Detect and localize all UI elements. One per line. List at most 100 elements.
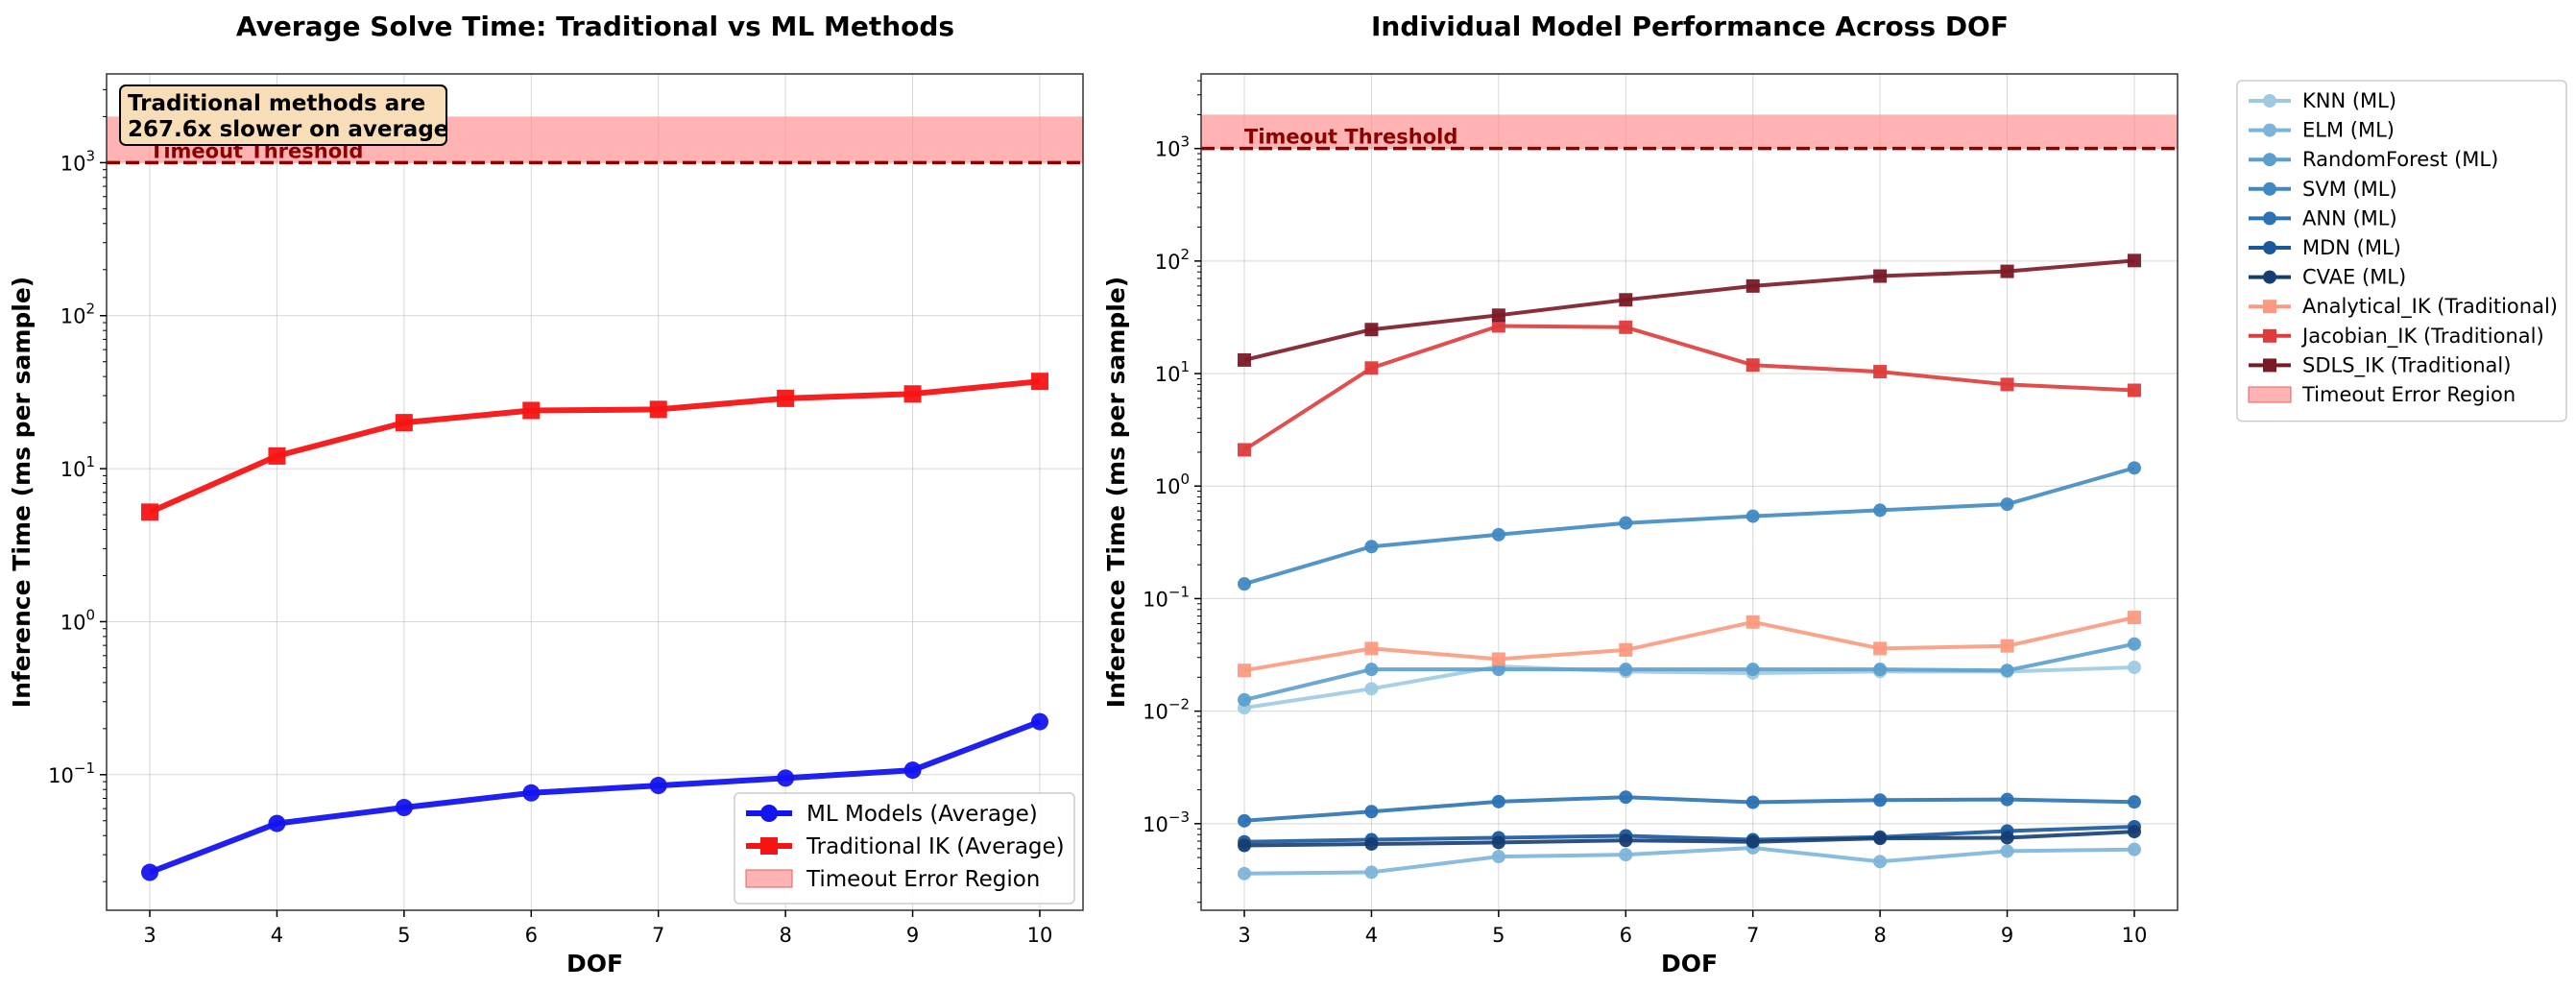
data-point [2127,637,2141,651]
legend-label: ANN (ML) [2302,206,2397,229]
data-point [1364,682,1379,696]
data-point [903,385,922,403]
data-point [1745,358,1760,373]
data-point [1873,503,1888,518]
data-point [1619,790,1633,805]
data-point [2127,611,2141,625]
data-point [1745,663,1760,677]
data-point [1364,836,1379,851]
data-point [522,784,541,802]
data-point [1619,642,1633,657]
legend-marker [2263,153,2276,167]
x-tick-label: 6 [1620,924,1632,947]
data-point [1364,641,1379,656]
data-point [395,414,413,432]
data-point [2000,377,2014,392]
data-point [1745,834,1760,849]
series-line [1242,324,2135,452]
legend-label: Analytical_IK (Traditional) [2302,295,2558,319]
data-point [1238,663,1252,678]
data-point [1745,278,1760,293]
legend-region-swatch [745,869,793,888]
data-point [2000,831,2014,845]
y-tick-label: 10−2 [1143,696,1190,724]
y-tick-label: 103 [60,147,95,175]
data-point [2127,661,2141,675]
legend-marker [2263,270,2276,284]
data-point [1873,269,1888,283]
legend-label: MDN (ML) [2302,236,2401,259]
data-point [1619,320,1633,334]
legend-marker [2263,358,2276,373]
legend-region-swatch [2248,386,2292,403]
y-tick-label: 103 [1155,133,1190,161]
data-point [1491,319,1505,333]
data-point [1238,838,1252,853]
data-point [1238,866,1252,880]
data-point [1030,373,1048,391]
y-tick-label: 101 [1155,358,1190,386]
data-point [1619,663,1633,677]
x-tick-label: 5 [1492,924,1505,947]
series-line [1243,466,2135,587]
data-point [2000,497,2014,512]
data-point [2127,383,2141,398]
x-tick-label: 8 [1873,924,1886,947]
x-tick-label: 10 [2122,924,2148,947]
legend-marker [760,805,778,822]
x-tick-label: 3 [143,924,156,947]
series-line [1243,846,2135,876]
right-chart: Individual Model Performance Across DOF T… [1102,11,2567,977]
data-point [2000,264,2014,278]
chart-title: Average Solve Time: Traditional vs ML Me… [236,11,954,42]
legend-marker [2263,211,2276,226]
data-point [2127,795,2141,809]
data-point [1491,652,1505,666]
legend: KNN (ML) ELM (ML) RandomForest (ML) SVM (ML… [2236,80,2567,422]
x-tick-label: 9 [2001,924,2013,947]
series-line [1243,258,2135,362]
legend-label: CVAE (ML) [2302,266,2406,289]
y-tick-label: 10−3 [1143,808,1190,836]
series-group [1238,253,2141,880]
x-tick-label: 10 [1027,924,1053,947]
series-line [1243,795,2135,823]
data-point [1745,795,1760,809]
legend-marker [760,837,778,855]
y-tick-label: 100 [1155,470,1190,498]
data-point [1619,293,1633,307]
x-tick-label: 3 [1238,924,1250,947]
series-line [1243,830,2135,848]
legend-label: Jacobian_IK (Traditional) [2300,325,2544,349]
legend-label: Timeout Error Region [806,867,1040,892]
data-point [2127,825,2141,839]
data-point [1491,794,1505,808]
data-point [1619,516,1633,530]
data-point [777,389,795,407]
chart-title: Individual Model Performance Across DOF [1371,11,2009,42]
legend-label: Traditional IK (Average) [806,834,1065,859]
legend-label: SVM (ML) [2302,178,2397,201]
x-tick-label: 4 [271,924,283,947]
annotation-text: 267.6x slower on average [128,117,448,142]
data-point [777,769,795,787]
data-point [1873,663,1888,677]
data-point [1238,813,1252,828]
data-point [1745,615,1760,629]
data-point [1364,805,1379,819]
data-point [903,761,922,780]
data-point [1491,308,1505,323]
series-group [141,373,1048,881]
data-point [1364,361,1379,375]
data-point [1491,663,1505,677]
data-point [141,863,159,881]
series-line [1243,615,2135,673]
data-point [1238,692,1252,707]
data-point [1238,577,1252,591]
data-point [1364,323,1379,337]
data-point [2000,639,2014,653]
data-point [1873,641,1888,656]
